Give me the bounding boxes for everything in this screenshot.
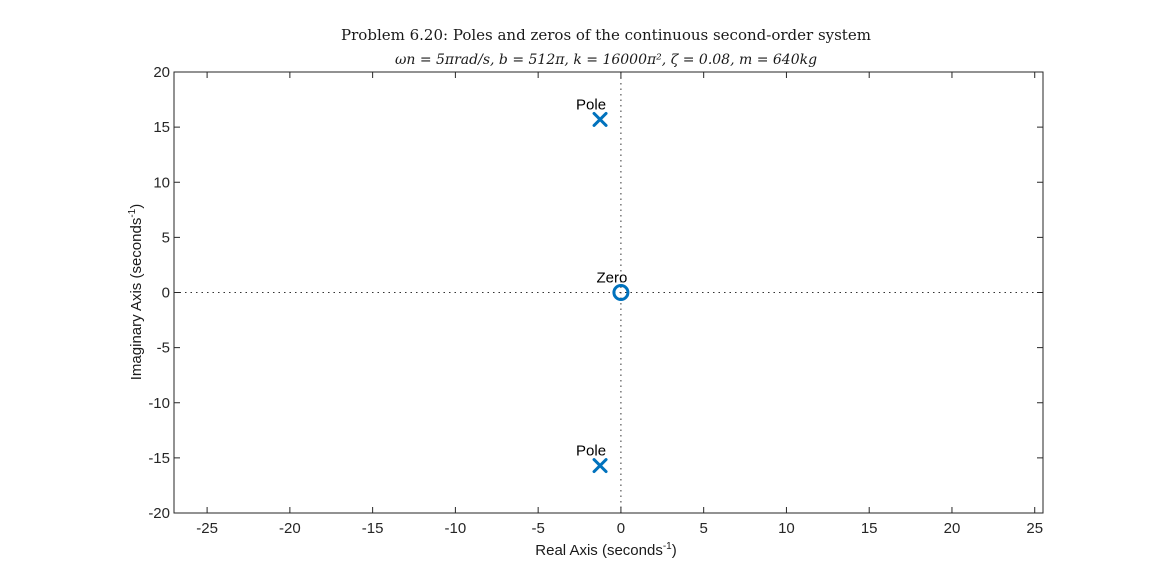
y-tick-label: 20 — [153, 64, 170, 81]
x-tick-label: 25 — [1026, 520, 1043, 537]
y-tick-label: -15 — [148, 450, 170, 467]
pole-label: Pole — [576, 443, 606, 460]
plot-area: -25 -20 -15 -10 -5 0 5 10 15 20 25 -20 -15 -10 -5 0 5 10 1… — [148, 64, 1044, 537]
pole-x-marker — [592, 458, 608, 474]
y-axis-label: Imaginary Axis (seconds-1) — [127, 204, 145, 380]
x-tick-label: -25 — [196, 520, 218, 537]
y-tick-label: -10 — [148, 395, 170, 412]
pole-x-marker — [592, 111, 608, 127]
x-tick-label: 15 — [861, 520, 878, 537]
y-tick-label: -5 — [157, 340, 170, 357]
x-tick-label: -10 — [445, 520, 467, 537]
x-tick-label: -15 — [362, 520, 384, 537]
chart-subtitle: ωn = 5πrad/s, b = 512π, k = 16000π², ζ =… — [395, 52, 817, 68]
x-tick-label: 20 — [944, 520, 961, 537]
chart-title: Problem 6.20: Poles and zeros of the con… — [341, 26, 871, 44]
x-tick-label: 10 — [778, 520, 795, 537]
x-axis-label: Real Axis (seconds-1) — [535, 541, 676, 559]
zero-label: Zero — [596, 270, 627, 287]
y-tick-label: 10 — [153, 174, 170, 191]
y-tick-label: 0 — [162, 285, 170, 302]
pole-label: Pole — [576, 96, 606, 113]
y-tick-label: -20 — [148, 505, 170, 522]
x-tick-label: 0 — [617, 520, 625, 537]
x-tick-label: 5 — [700, 520, 708, 537]
x-tick-label: -20 — [279, 520, 301, 537]
y-tick-label: 5 — [162, 229, 170, 246]
pole-marker-stroke — [592, 111, 608, 127]
y-tick-label: 15 — [153, 119, 170, 136]
zero-o-marker — [612, 284, 630, 301]
pole-marker-stroke — [592, 458, 608, 474]
x-tick-label: -5 — [531, 520, 544, 537]
